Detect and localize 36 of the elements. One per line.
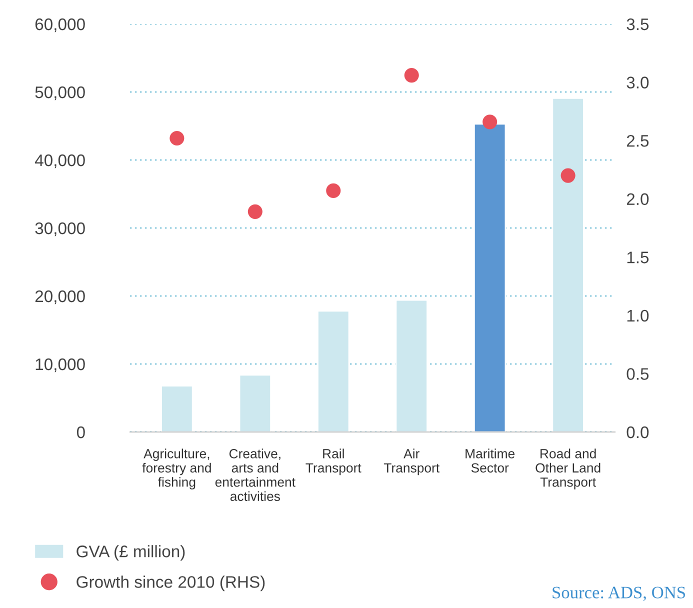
- x-tick-label: Creative, arts and entertainment activities: [215, 448, 296, 501]
- y2-tick-label: 1.5: [627, 252, 649, 264]
- y2-tick-label: 3.0: [626, 76, 649, 88]
- y-tick-label: 40,000: [34, 154, 85, 168]
- y2-tick-label: 2.0: [626, 193, 649, 206]
- y-tick-label: 60,000: [35, 18, 85, 32]
- y-tick-label: 10,000: [36, 358, 85, 372]
- legend-label: Growth since 2010 (RHS): [76, 576, 265, 592]
- point: [248, 204, 262, 219]
- y-tick-label: 20,000: [35, 290, 85, 304]
- bar: [395, 299, 428, 432]
- y2-tick-label: 1.0: [627, 310, 649, 322]
- y2-tick-label: 2.5: [626, 134, 649, 147]
- point: [482, 114, 498, 130]
- legend-label: GVA (£ million): [76, 545, 185, 561]
- point: [326, 183, 341, 198]
- point: [170, 130, 184, 146]
- y2-tick-label: 3.5: [626, 18, 649, 30]
- bar: [317, 310, 350, 432]
- y-tick-label: 50,000: [35, 86, 85, 100]
- y2-tick-label: 0.0: [626, 426, 649, 438]
- bar: [160, 385, 194, 432]
- x-tick-label: Road and Other Land Transport: [536, 448, 600, 490]
- point: [560, 168, 576, 183]
- x-tick-label: Air Transport: [384, 448, 440, 476]
- source-note: Source: ADS, ONS: [552, 586, 685, 601]
- x-tick-label: Rail Transport: [306, 448, 362, 476]
- bar: [474, 123, 506, 432]
- x-tick-label: Agriculture, forestry and fishing: [142, 448, 211, 490]
- y2-tick-label: 0.5: [626, 368, 649, 380]
- point: [404, 68, 419, 83]
- bar: [552, 97, 584, 432]
- bar: [238, 374, 272, 432]
- y-tick-label: 30,000: [35, 222, 85, 236]
- y-tick-label: 0: [76, 426, 85, 438]
- x-tick-label: Maritime Sector: [466, 448, 515, 473]
